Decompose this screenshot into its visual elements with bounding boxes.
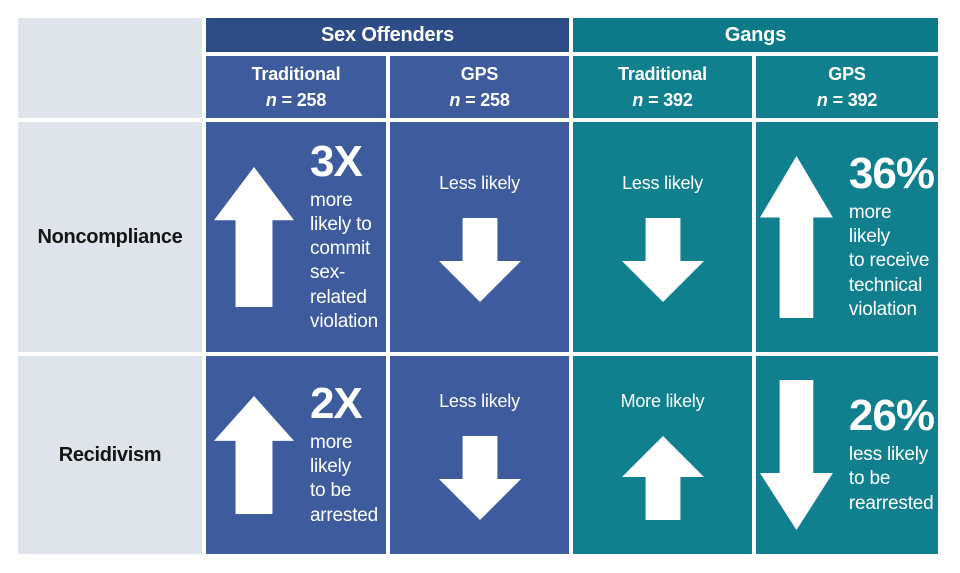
column-header-sex-gps: GPS n = 258 — [390, 56, 569, 118]
column-header-gangs-gps: GPS n = 392 — [756, 56, 938, 118]
column-label: Traditional — [618, 63, 707, 84]
stat-text: 36% more likely to receive technical vio… — [848, 148, 935, 322]
column-sample-size: n = 392 — [632, 90, 693, 110]
column-sample-size: n = 258 — [265, 90, 327, 110]
stat-value: 3X — [310, 136, 363, 186]
group-header-label: Sex Offenders — [320, 23, 454, 46]
stat-description: less likely to be rearrested — [848, 443, 934, 514]
cell-noncompliance-sex-gps: Less likely — [390, 122, 569, 352]
stat-description: more likely to be arrested — [309, 431, 379, 526]
down-arrow-icon — [438, 217, 521, 302]
group-header-gangs: Gangs — [573, 18, 938, 52]
group-header-sex-offenders: Sex Offenders — [206, 18, 569, 52]
likely-label: Less likely — [439, 172, 520, 193]
up-arrow-icon — [760, 156, 833, 318]
likely-label: Less likely — [622, 172, 703, 193]
likely-label: Less likely — [439, 390, 520, 411]
cell-recidivism-gangs-gps: 26% less likely to be rearrested — [756, 356, 938, 554]
stat-text: 26% less likely to be rearrested — [848, 391, 935, 516]
comparison-table: Sex Offenders Gangs Traditional n = 258 G… — [18, 18, 938, 554]
corner-spacer-cell — [18, 18, 202, 118]
column-sample-size: n = 392 — [816, 90, 878, 110]
down-arrow-icon — [438, 435, 521, 520]
column-header-gangs-traditional: Traditional n = 392 — [573, 56, 752, 118]
column-label: GPS — [828, 63, 866, 84]
stat-value: 2X — [309, 378, 363, 428]
cell-recidivism-sex-gps: Less likely — [390, 356, 569, 554]
stat-text: 3X more likely to commit sex- related vi… — [310, 136, 378, 335]
column-header-sex-traditional: Traditional n = 258 — [206, 56, 386, 118]
up-arrow-icon — [621, 435, 704, 520]
cell-noncompliance-sex-traditional: 3X more likely to commit sex- related vi… — [206, 122, 386, 352]
likely-label: More likely — [620, 390, 705, 411]
stat-description: more likely to commit sex- related viola… — [310, 189, 378, 333]
up-arrow-icon — [214, 167, 295, 307]
stat-value: 26% — [848, 391, 935, 441]
row-label-noncompliance: Noncompliance — [18, 122, 202, 352]
group-header-label: Gangs — [724, 23, 787, 46]
cell-recidivism-gangs-traditional: More likely — [573, 356, 752, 554]
row-label-recidivism: Recidivism — [18, 356, 202, 554]
stat-description: more likely to receive technical violati… — [848, 201, 930, 320]
cell-noncompliance-gangs-traditional: Less likely — [573, 122, 752, 352]
down-arrow-icon — [760, 380, 833, 530]
stat-value: 36% — [848, 148, 935, 198]
up-arrow-icon — [213, 396, 294, 514]
column-sample-size: n = 258 — [449, 90, 510, 110]
column-label: GPS — [460, 63, 499, 84]
down-arrow-icon — [621, 217, 704, 302]
cell-recidivism-sex-traditional: 2X more likely to be arrested — [206, 356, 386, 554]
stat-text: 2X more likely to be arrested — [309, 378, 379, 528]
column-label: Traditional — [251, 63, 341, 84]
cell-noncompliance-gangs-gps: 36% more likely to receive technical vio… — [756, 122, 938, 352]
